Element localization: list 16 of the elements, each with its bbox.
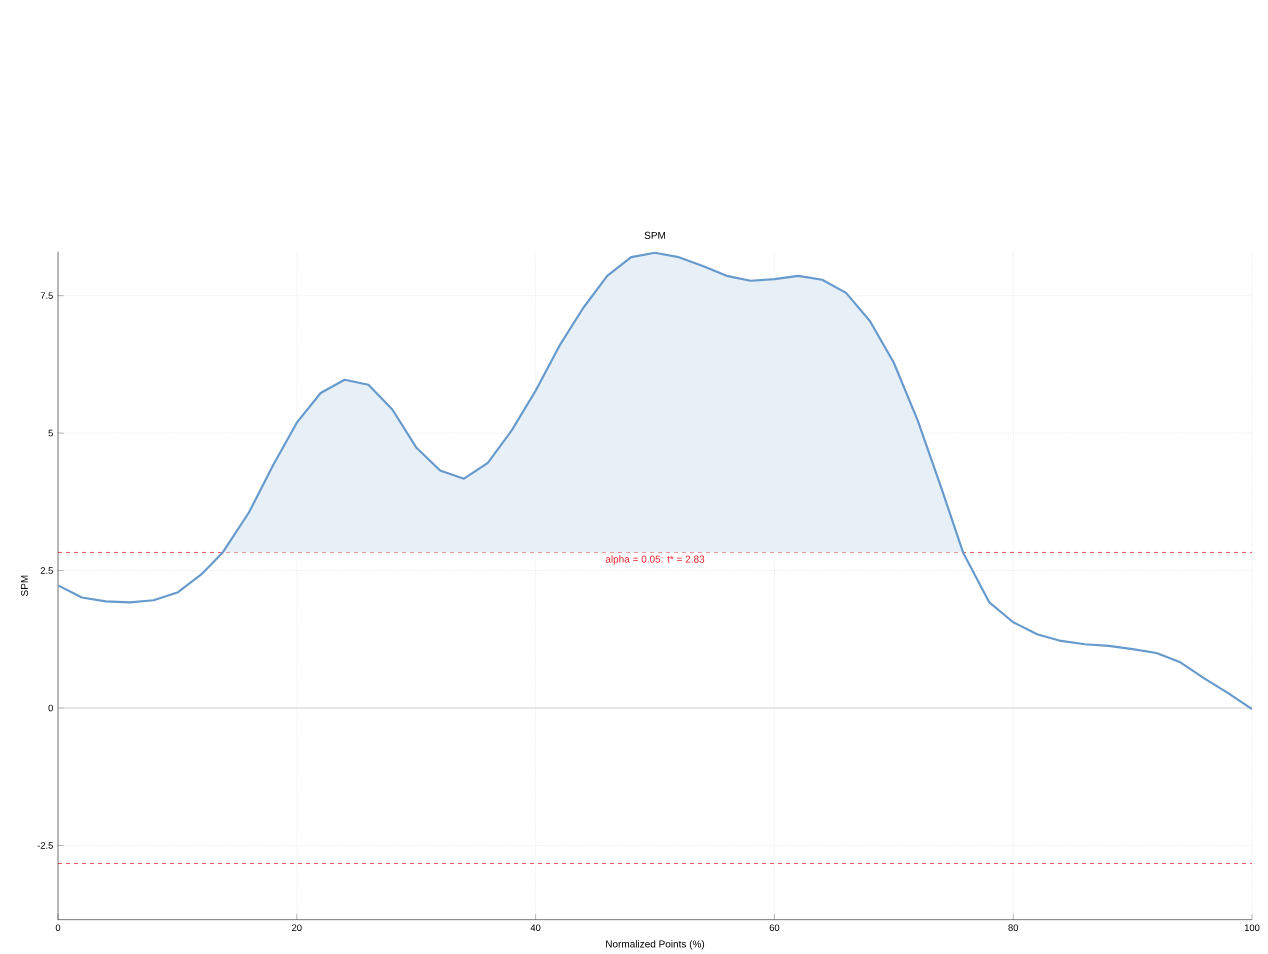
- line-series: [58, 251, 1253, 711]
- x-tick-label: 80: [1008, 924, 1019, 932]
- x-tick-label: 20: [292, 924, 302, 932]
- x-tick-label: 0: [55, 924, 61, 932]
- y-tick-label: 7.5: [40, 292, 53, 299]
- y-tick-label: -2.5: [37, 842, 53, 849]
- x-tick-label: 40: [530, 924, 541, 932]
- y-tick-label: 5: [48, 429, 53, 437]
- ref-line-label: alpha = 0.05: t* = 2.83: [605, 555, 705, 565]
- y-tick-label: 0: [48, 704, 53, 712]
- y-axis-title: SPM: [20, 575, 29, 597]
- x-tick-label: 60: [769, 924, 780, 932]
- y-tick-label: 2.5: [40, 567, 53, 574]
- x-axis-title: Normalized Points (%): [606, 940, 705, 950]
- x-tick-label: 100: [1244, 924, 1260, 932]
- chart-title: SPM: [644, 231, 666, 240]
